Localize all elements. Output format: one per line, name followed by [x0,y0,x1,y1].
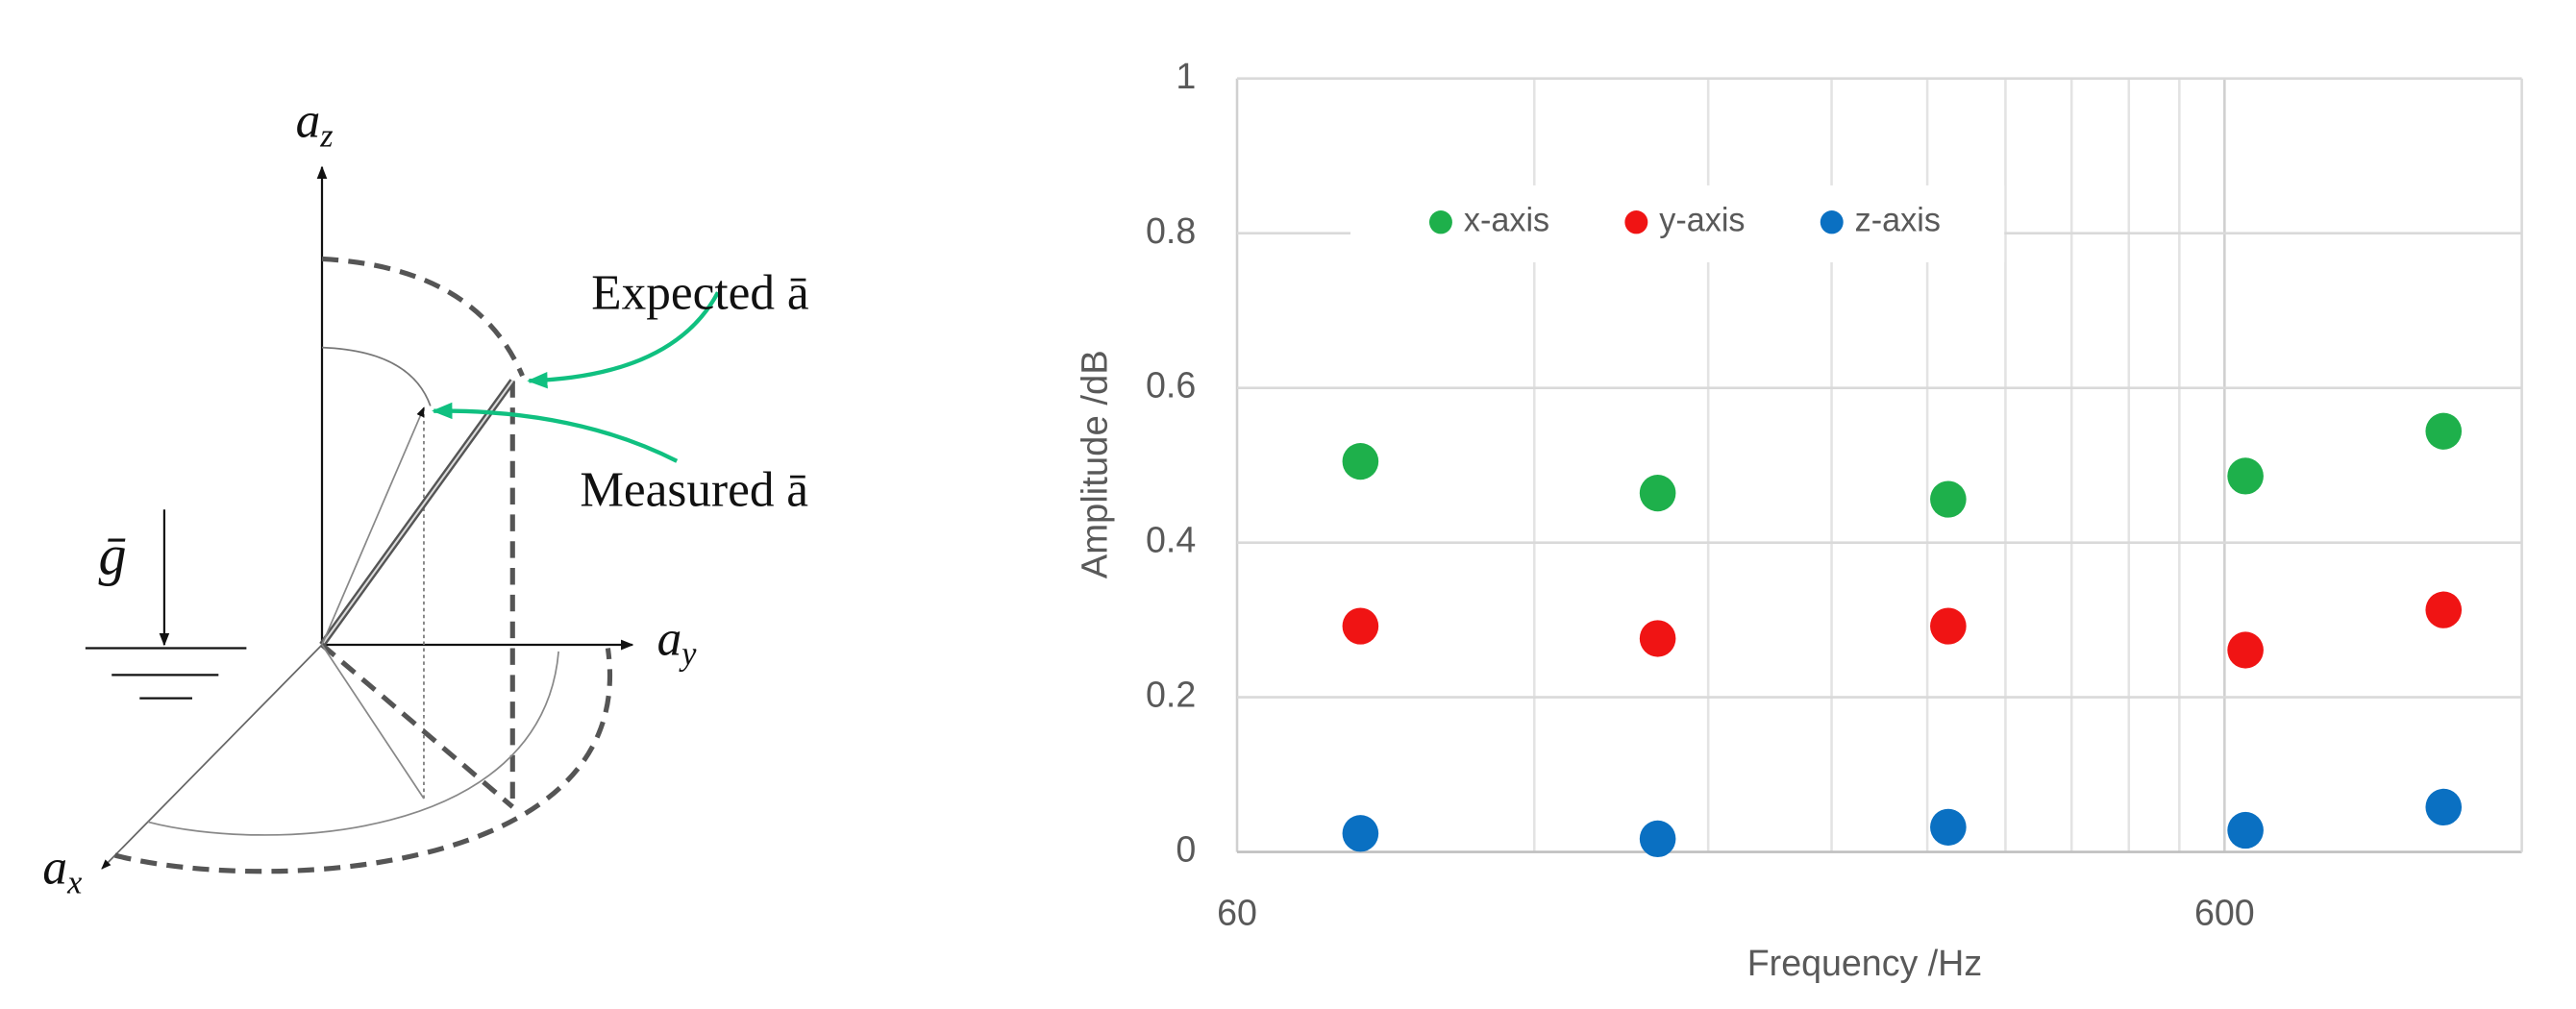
marker [2425,591,2463,628]
x-tick-label: 60 [1217,893,1257,933]
expected-arc [321,256,525,378]
label-base: a [42,840,67,895]
expected-label: Expected ā [591,265,808,320]
marker [2227,457,2264,495]
x-axis-line [101,644,323,870]
marker [1639,475,1676,512]
label-base: a [296,93,321,148]
expected-pointer [527,291,720,389]
x-axis-title: Frequency /Hz [1747,944,1982,984]
y-tick-label: 0.4 [1146,520,1196,560]
marker [2425,412,2463,450]
legend-box [1350,185,2005,262]
marker [2425,788,2463,826]
x-axis-label: ax [42,840,83,900]
legend: x-axis y-axis z-axis [1350,185,2005,262]
y-tick-label: 0.2 [1146,675,1196,715]
legend-label: x-axis [1464,202,1549,238]
marker [2227,811,2264,849]
y-axis-title: Amplitude /dB [1076,350,1116,578]
legend-marker [1428,210,1452,234]
legend-label: z-axis [1855,202,1941,238]
label-sub: x [66,864,83,900]
legend-marker [1820,210,1844,234]
y-tick-label: 1 [1176,57,1196,97]
x-tick-label: 600 [2194,893,2255,933]
legend-label: y-axis [1659,202,1745,238]
marker [1342,815,1379,852]
horizontal-arc [147,651,559,836]
outer-arc [114,648,612,874]
legend-marker [1624,210,1648,234]
expected-projection [320,643,514,809]
label-sub: y [679,635,697,672]
y-tick-label: 0.8 [1146,211,1196,252]
measured-arc [321,346,432,406]
marker [1930,480,1967,518]
marker [1639,820,1676,858]
measured-label: Measured ā [580,462,808,517]
marker [1342,607,1379,645]
expected-vector-inner [321,380,514,646]
label-sub: z [319,117,333,154]
marker [1930,607,1967,645]
gravity-label: ḡ [99,524,127,587]
marker [1639,620,1676,657]
measured-projection [321,644,425,800]
marker [2227,631,2264,669]
chart: Frequency /Hz Amplitude /dB 60 600 0 0.2 0.4… [1076,57,2523,984]
z-axis-label: az [296,93,334,154]
marker [1342,443,1379,480]
y-axis-label: ay [657,611,698,672]
measured-vector [321,406,425,646]
marker [1930,808,1967,846]
y-tick-label: 0 [1176,829,1196,870]
diagram: az ay ax ḡ Expected ā Measured ā [42,93,808,900]
label-base: a [657,611,682,666]
measured-pointer [432,402,679,463]
y-tick-label: 0.6 [1146,365,1196,406]
